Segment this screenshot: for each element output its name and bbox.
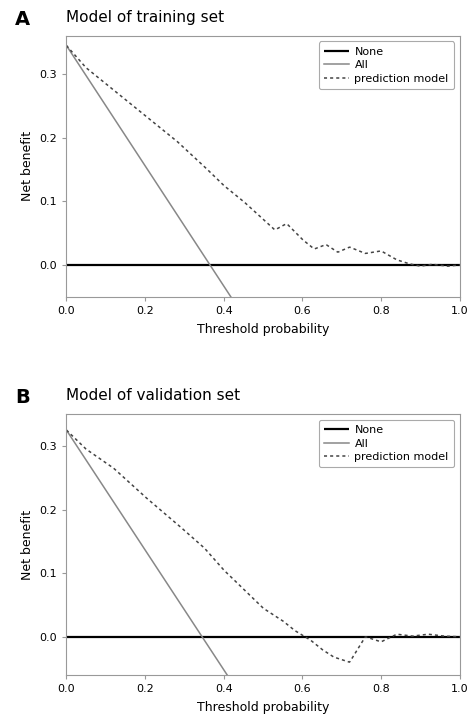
Text: A: A (15, 10, 30, 29)
prediction model (298, 233, 303, 242)
All (253, 330, 258, 339)
prediction model (448, 632, 454, 640)
prediction model (445, 262, 451, 271)
prediction model (253, 597, 258, 605)
All (386, 534, 392, 543)
prediction model (457, 633, 463, 641)
prediction model (448, 261, 454, 270)
prediction model (457, 261, 463, 269)
All (250, 327, 256, 335)
All (250, 710, 256, 718)
Line: prediction model: prediction model (66, 45, 460, 266)
prediction model (387, 633, 392, 642)
Text: Model of training set: Model of training set (66, 10, 225, 25)
prediction model (276, 615, 282, 623)
prediction model (346, 658, 352, 666)
prediction model (276, 223, 282, 232)
Line: All: All (66, 45, 460, 647)
All (447, 628, 453, 637)
Y-axis label: Net benefit: Net benefit (21, 510, 34, 579)
prediction model (298, 630, 303, 638)
prediction model (64, 41, 69, 50)
prediction model (250, 206, 256, 215)
Line: All: All (66, 430, 460, 718)
X-axis label: Threshold probability: Threshold probability (197, 322, 329, 336)
prediction model (253, 208, 258, 217)
prediction model (64, 426, 69, 434)
Y-axis label: Net benefit: Net benefit (21, 131, 34, 201)
Line: prediction model: prediction model (66, 430, 460, 662)
prediction model (250, 595, 256, 603)
prediction model (386, 251, 392, 260)
All (64, 41, 69, 50)
All (457, 643, 463, 651)
Legend: None, All, prediction model: None, All, prediction model (319, 42, 454, 89)
All (64, 426, 69, 434)
All (253, 714, 258, 718)
X-axis label: Threshold probability: Threshold probability (197, 701, 329, 714)
Legend: None, All, prediction model: None, All, prediction model (319, 419, 454, 467)
All (276, 366, 282, 375)
Text: B: B (15, 388, 30, 407)
Text: Model of validation set: Model of validation set (66, 388, 240, 403)
All (298, 399, 303, 408)
